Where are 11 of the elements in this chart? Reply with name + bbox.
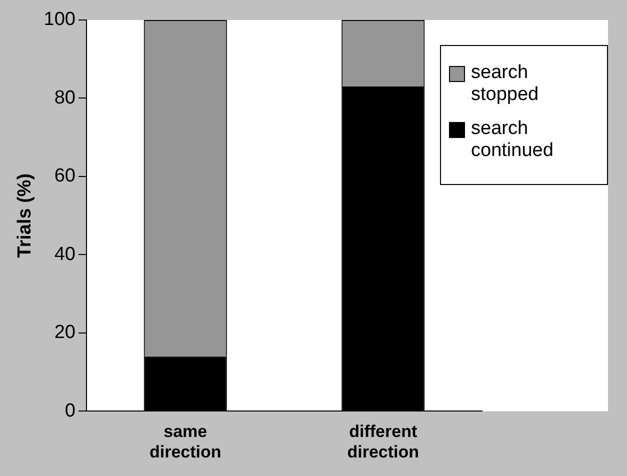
x-tick-label: same direction [149,422,222,462]
y-tick-label: 60 [54,166,76,187]
y-tick-label: 20 [54,322,76,344]
y-tick-label: 80 [54,87,76,108]
y-axis-title: Trials (%) [14,173,36,258]
legend-label: search continued [471,118,554,162]
legend-label: search stopped [471,62,540,106]
y-tick-label: 100 [44,9,76,30]
x-tick-label: different direction [347,422,420,462]
y-tick-label: 0 [64,400,76,422]
y-tick-label: 40 [54,244,76,265]
